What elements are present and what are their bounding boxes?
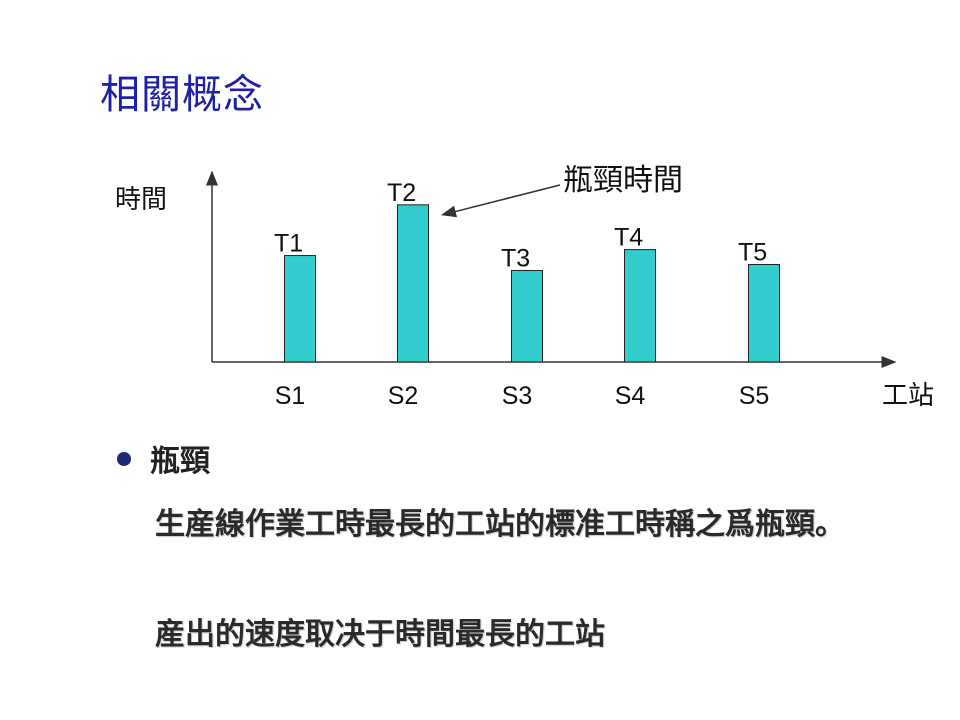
x-tick-s3: S3 xyxy=(502,382,533,410)
y-axis-label: 時間 xyxy=(115,185,167,215)
bar-label-t5: T5 xyxy=(738,239,767,267)
x-tick-s2: S2 xyxy=(388,382,419,410)
bar-label-t1: T1 xyxy=(274,230,303,258)
x-tick-s5: S5 xyxy=(739,382,770,410)
x-tick-s1: S1 xyxy=(275,382,306,410)
bar-s1 xyxy=(284,255,316,363)
annotation-label: 瓶頸時間 xyxy=(563,163,683,198)
bar-label-t3: T3 xyxy=(501,244,530,272)
bar-s5 xyxy=(748,264,780,363)
bullet-paragraph-2: 産出的速度取决于時間最長的工站 xyxy=(155,617,605,652)
x-tick-s4: S4 xyxy=(615,382,646,410)
bullet-paragraph-1: 生産線作業工時最長的工站的標准工時稱之爲瓶頸。 xyxy=(155,507,845,542)
slide-title: 相關概念 xyxy=(100,72,264,118)
bar-s4 xyxy=(624,249,656,363)
bar-label-t4: T4 xyxy=(614,224,643,252)
annotation-arrow xyxy=(441,184,561,218)
bullet-dot xyxy=(117,452,131,466)
bar-s3 xyxy=(511,269,543,363)
bullet-heading: 瓶頸 xyxy=(150,444,210,479)
bar-s2 xyxy=(397,204,429,363)
bar-label-t2: T2 xyxy=(387,179,416,207)
x-axis-label: 工站 xyxy=(882,381,934,411)
